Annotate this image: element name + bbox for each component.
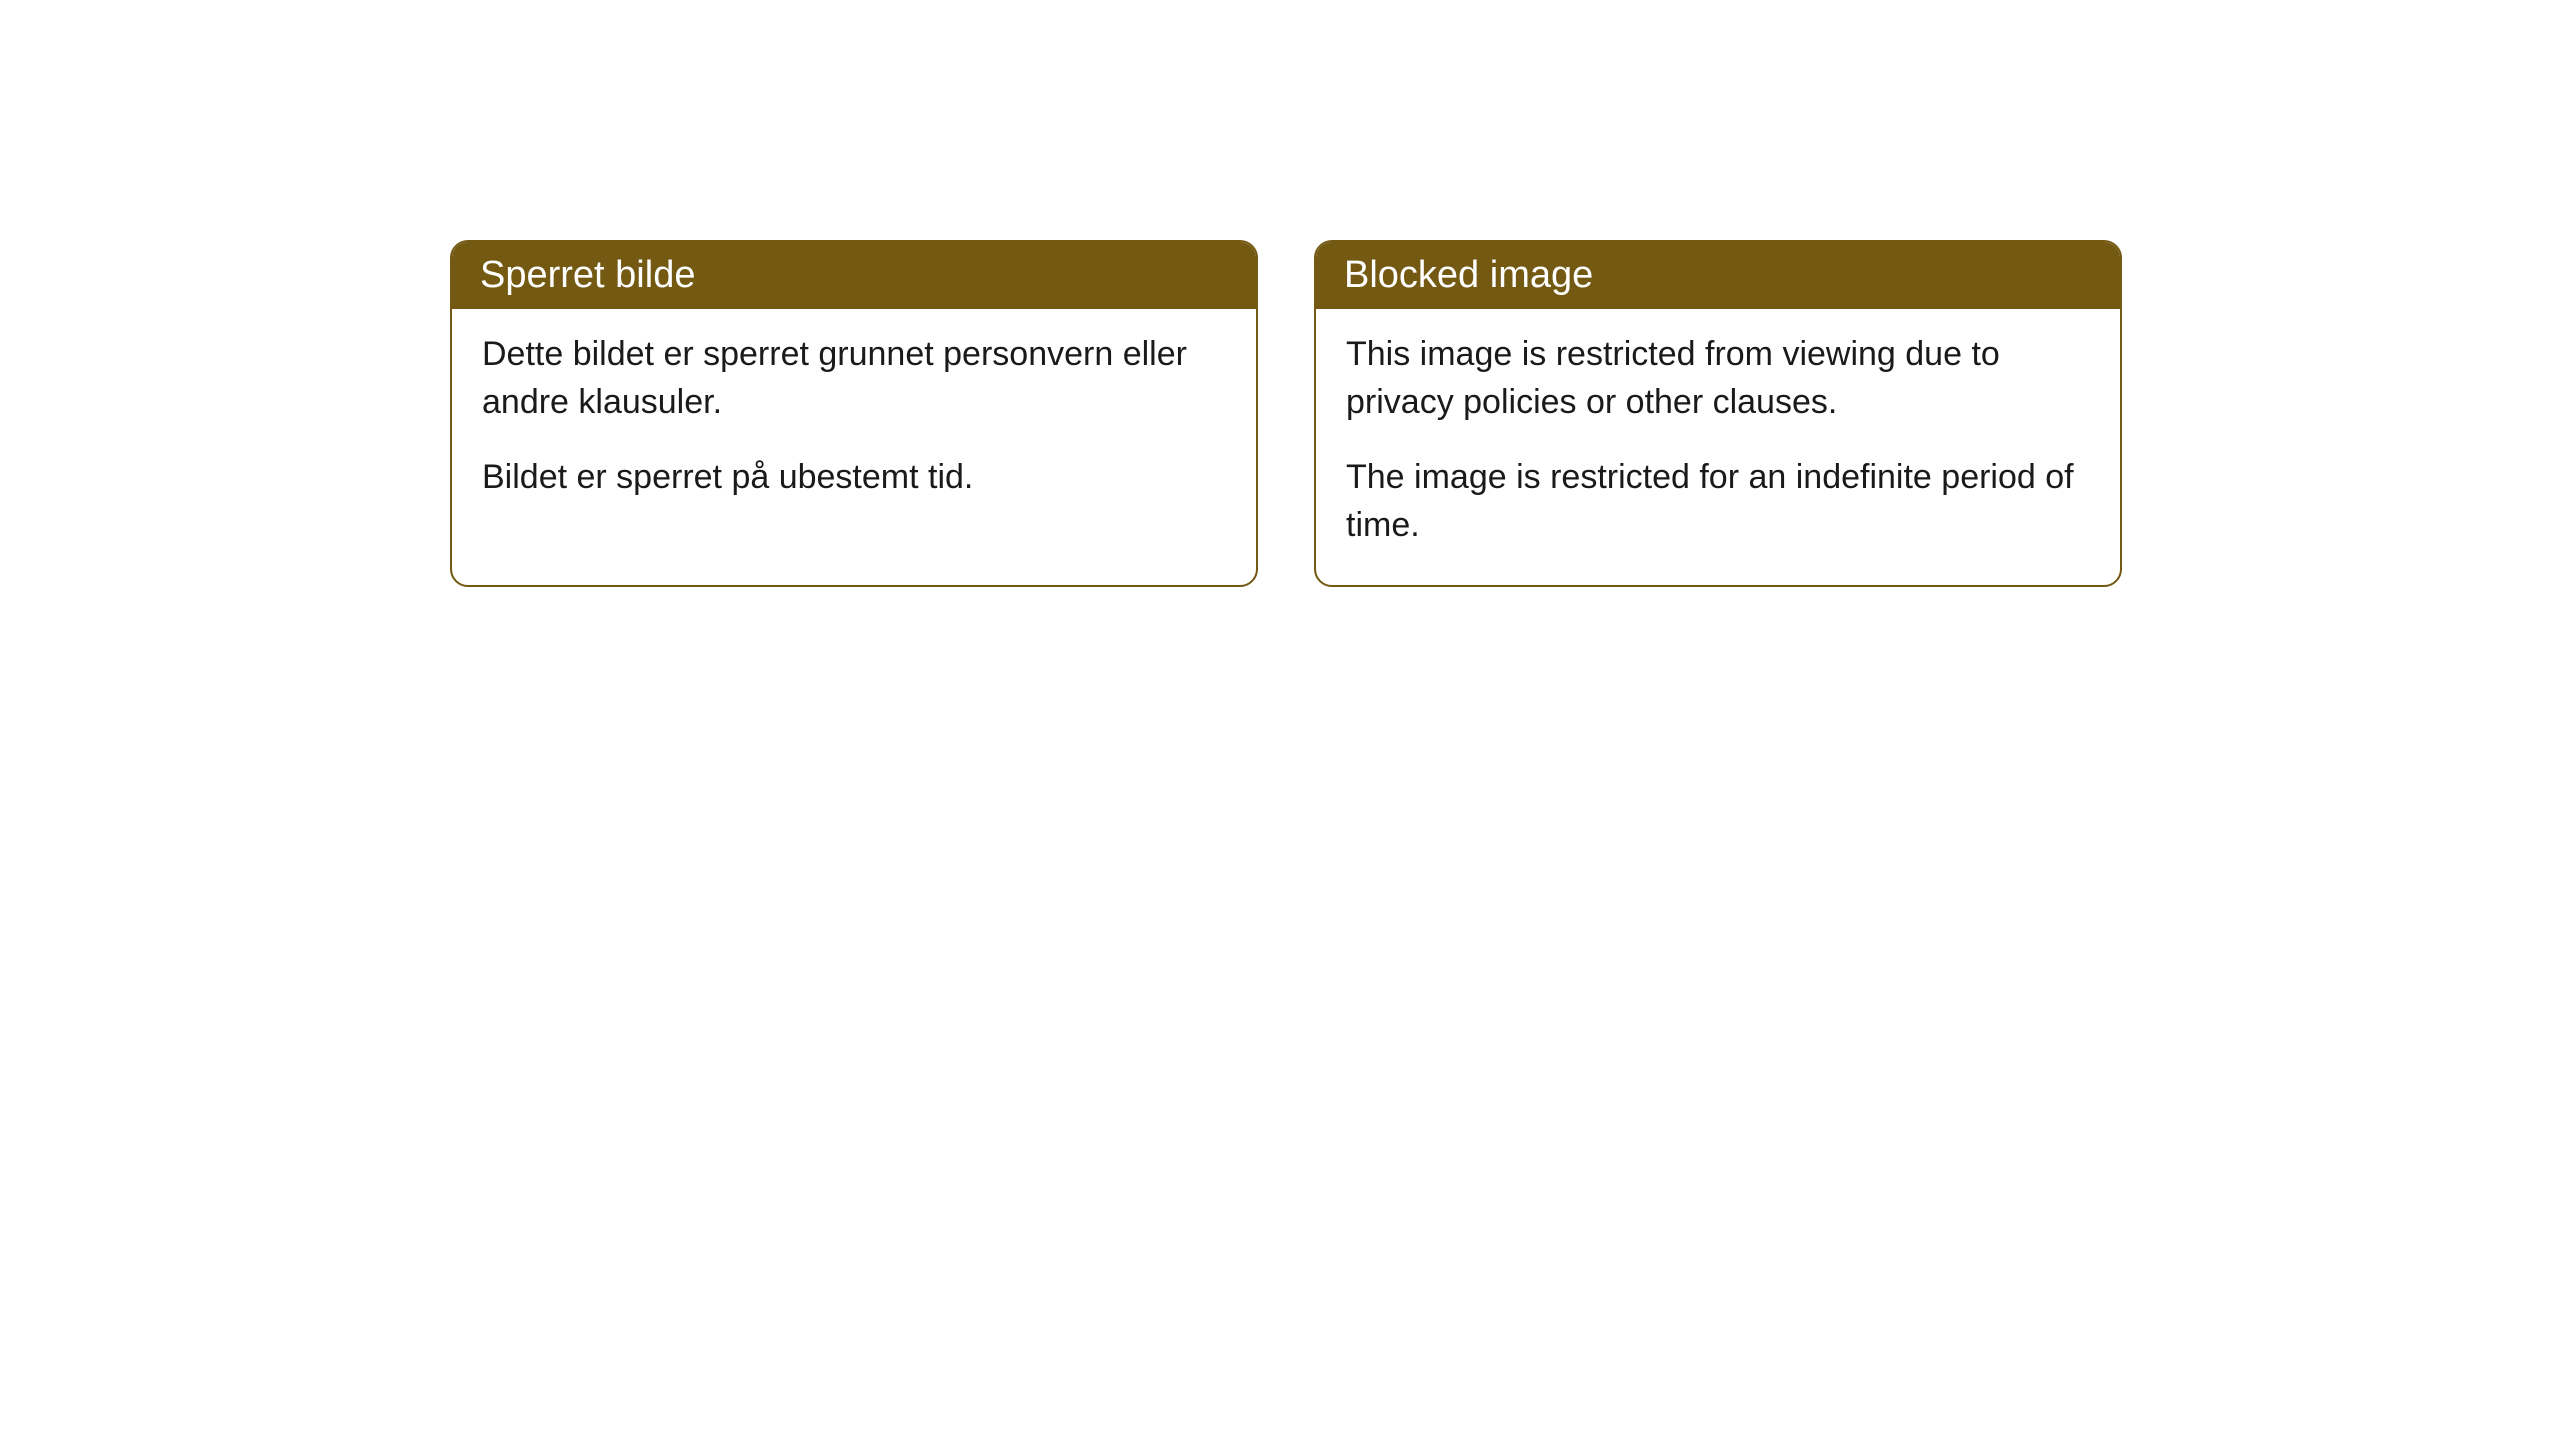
- card-header: Blocked image: [1316, 242, 2120, 309]
- notice-card-english: Blocked image This image is restricted f…: [1314, 240, 2122, 587]
- card-paragraph: Dette bildet er sperret grunnet personve…: [482, 331, 1226, 426]
- card-paragraph: Bildet er sperret på ubestemt tid.: [482, 454, 1226, 502]
- card-header: Sperret bilde: [452, 242, 1256, 309]
- card-body: Dette bildet er sperret grunnet personve…: [452, 309, 1256, 538]
- card-paragraph: The image is restricted for an indefinit…: [1346, 454, 2090, 549]
- notice-card-norwegian: Sperret bilde Dette bildet er sperret gr…: [450, 240, 1258, 587]
- card-body: This image is restricted from viewing du…: [1316, 309, 2120, 585]
- notice-cards-container: Sperret bilde Dette bildet er sperret gr…: [450, 240, 2560, 587]
- card-paragraph: This image is restricted from viewing du…: [1346, 331, 2090, 426]
